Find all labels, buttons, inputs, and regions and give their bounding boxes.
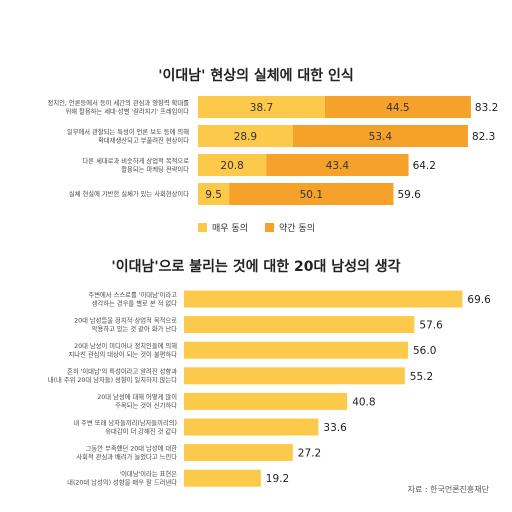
chart2-value-label: 69.6 (467, 294, 491, 306)
chart1-bar-strong (198, 96, 325, 118)
chart1-total-label: 83.2 (475, 102, 498, 114)
chart2-title: '이대남'으로 불리는 것에 대한 20대 남성의 생각 (111, 258, 400, 275)
chart1-value-label: 50.1 (300, 189, 323, 201)
chart2-bar (184, 469, 261, 487)
legend-label: 매우 동의 (212, 223, 248, 234)
legend-label: 약간 동의 (279, 222, 315, 234)
chart2-category-label: 그동안 부족했던 20대 남성에 대한 (86, 443, 178, 452)
chart2-category-label: 악용하고 있는 것 같아 화가 난다 (92, 324, 178, 333)
chart1-legend: 매우 동의 약간 동의 (198, 222, 315, 234)
chart2-value-label: 40.8 (352, 396, 375, 408)
chart1-total-label: 64.2 (413, 160, 436, 172)
chart1-value-label: 28.9 (234, 131, 257, 143)
chart2-bar (184, 418, 319, 436)
source-note: 자료 : 한국언론진흥재단 (408, 484, 490, 494)
chart1-value-label: 53.4 (369, 131, 393, 143)
chart1-category-label: 일부에서 관찰되는 특성이 언론 보도 등에 의해 (67, 127, 189, 136)
chart2-category-label: 20대 남성들을 정치적·상업적 목적으로 (74, 315, 177, 324)
chart1-total-label: 59.6 (397, 189, 421, 201)
chart2-category-label: 20대 남성에 대해 어떻게 많이 (97, 392, 177, 401)
chart2-category-label: 20대 남성이 미디어나 정치인들에 의해 (74, 341, 177, 350)
chart1-bar-mild (229, 183, 394, 205)
chart1-value-label: 44.5 (386, 102, 409, 114)
chart2-category-label: 지나친 관심의 대상이 되는 것이 불편하다 (69, 349, 178, 358)
chart1-value-label: 20.8 (220, 160, 243, 172)
chart1-category-label: 확대재생산되고 부풀려진 현상이다 (98, 135, 189, 144)
chart2-category-label: 흔히 '이대남'의 특성이라고 알려진 성향과 (67, 367, 177, 376)
legend-swatch (265, 223, 274, 232)
legend-swatch (198, 223, 207, 232)
chart1-value-label: 38.7 (250, 102, 273, 114)
chart1-bar-mild (292, 125, 468, 147)
chart1-total-label: 82.3 (472, 131, 495, 143)
chart2-category-label: 내(내 주위 20대 남자들) 성향이 일치하지 않는다 (48, 375, 177, 384)
chart1-category-label: 위해 활용하는 세대·성별 '갈라치기' 프레임이다 (65, 106, 189, 115)
chart2-value-label: 56.0 (413, 345, 436, 357)
chart1-bar-strong (198, 125, 293, 147)
chart1-bar-strong (198, 183, 230, 205)
chart1-value-label: 9.5 (205, 189, 222, 201)
chart1-title: '이대남' 현상의 실체에 대한 인식 (158, 67, 354, 84)
chart1-bar-mild (266, 154, 409, 176)
chart2-category-label: '이대남'이라는 표현은 (119, 469, 177, 478)
chart1-category-label: 다른 세대로과 비슷하게 상업적 목적으로 (83, 156, 190, 165)
chart2-value-label: 19.2 (266, 473, 289, 485)
chart2-category-label: 주목되는 것이 신기하다 (115, 401, 177, 410)
chart2-category-label: 내(20대 남성의) 성향을 매우 잘 드러낸다 (67, 477, 177, 486)
chart2-value-label: 33.6 (323, 422, 347, 434)
chart2-bar (184, 444, 293, 462)
chart1-bar-mild (324, 96, 471, 118)
chart2-category-label: 생각하는 경우를 별로 본 적 없다 (92, 298, 178, 307)
chart1-category-label: 활용되는 마케팅 전략이다 (121, 164, 189, 173)
chart2-bar (184, 341, 408, 359)
chart2-value-label: 57.6 (419, 320, 443, 332)
chart2-bar (184, 367, 405, 385)
chart1-bar-strong (198, 154, 267, 176)
chart2-value-label: 27.2 (298, 448, 321, 460)
chart2-bar (184, 316, 415, 334)
chart2-category-label: 내 주변 또래 남자들끼리(남자들끼리의) (73, 418, 177, 427)
chart2-category-label: 사회적 관심과 배려가 늘었다고 느낀다 (76, 452, 177, 461)
chart2-category-label: 주변에서 스스로를 '이대남'이라고 (88, 290, 177, 299)
chart1-category-label: 실체 현실에 기반한 실체가 있는 사회현상이다 (69, 189, 189, 198)
chart1-value-label: 43.4 (326, 160, 350, 172)
chart2-bar (184, 392, 348, 410)
chart2-bar (184, 290, 463, 308)
chart2-category-label: 유대감이 더 강해진 것 같다 (105, 426, 177, 435)
chart2-value-label: 55.2 (410, 371, 433, 383)
chart1-category-label: 정치인, 언론등에서 등이 세간의 관심과 영향력 확대를 (48, 98, 190, 107)
